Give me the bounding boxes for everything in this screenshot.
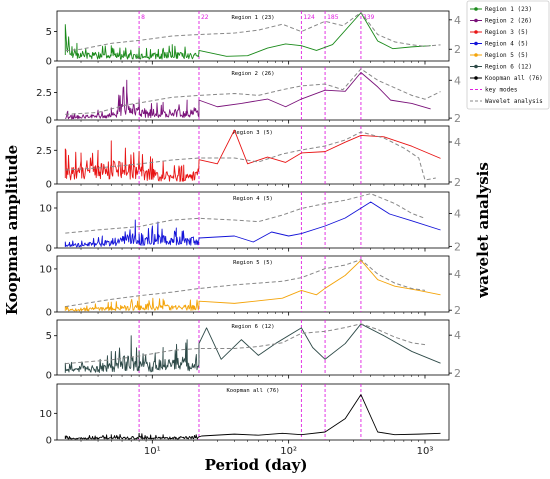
- y-tick-label: 2.5: [36, 146, 52, 157]
- panel-title: Region 3 (5): [233, 130, 273, 136]
- legend-label: Region 3 (5): [485, 29, 528, 36]
- y2-tick-label: 2: [454, 112, 461, 125]
- y-tick-label: 0: [46, 436, 52, 447]
- legend-label: Region 4 (5): [485, 41, 528, 48]
- y-tick-label: 0: [46, 180, 52, 191]
- wavelet-line: [65, 323, 426, 365]
- legend-box: [466, 0, 550, 110]
- y-tick-label: 10: [39, 204, 52, 215]
- legend-marker: [474, 64, 478, 69]
- panel-frame: [56, 10, 450, 62]
- y2-tick-label: 2: [454, 304, 461, 317]
- legend-marker: [474, 41, 478, 46]
- wavelet-line: [65, 68, 441, 115]
- x-tick-label: 10³: [417, 446, 434, 457]
- key-mode-label: 22: [201, 14, 209, 21]
- y2-tick-label: 4: [454, 14, 461, 27]
- y-tick-label: 5: [46, 27, 52, 38]
- panel-frame: [56, 319, 450, 376]
- y2-tick-label: 4: [454, 74, 461, 87]
- y-axis-left-label: Koopman amplitude: [3, 145, 21, 315]
- legend-label: Region 2 (26): [485, 18, 532, 25]
- y-tick-label: 0: [46, 116, 52, 127]
- series-line: [64, 129, 441, 183]
- y2-tick-label: 4: [454, 268, 461, 281]
- legend-label: Koopman all (76): [485, 75, 543, 82]
- panel-7: Koopman all (76) 0 10 10¹ 10² 10³: [39, 383, 450, 457]
- series-line: [64, 12, 431, 60]
- series-line: [64, 201, 441, 248]
- y-tick-label: 2.5: [36, 88, 52, 99]
- wavelet-line: [65, 131, 436, 181]
- wavelet-line: [65, 11, 441, 52]
- y2-tick-label: 2: [454, 176, 461, 189]
- legend-label: key modes: [485, 87, 518, 94]
- y2-tick-label: 4: [454, 329, 461, 342]
- y-tick-label: 0: [46, 57, 52, 68]
- legend-marker: [474, 30, 478, 34]
- panel-frame: [56, 66, 450, 121]
- wavelet-line: [65, 259, 426, 308]
- legend-marker: [474, 76, 478, 80]
- panel-frame: [56, 255, 450, 313]
- y2-tick-label: 4: [454, 207, 461, 220]
- panel-title: Region 6 (12): [231, 324, 274, 330]
- legend-label: Wavelet analysis: [485, 98, 543, 105]
- x-tick-label: 10²: [280, 446, 297, 457]
- panel-title: Region 1 (23): [231, 15, 274, 21]
- y-tick-label: 5: [46, 331, 52, 342]
- legend: Region 1 (23) Region 2 (26) Region 3 (5) Re…: [466, 0, 550, 110]
- y-tick-label: 0: [46, 371, 52, 382]
- y-tick-label: 0: [46, 244, 52, 255]
- panel-title: Region 2 (26): [231, 71, 274, 77]
- panel-title: Region 4 (5): [233, 196, 273, 202]
- panel-title: Region 5 (5): [233, 260, 273, 266]
- x-axis-label: Period (day): [205, 456, 308, 474]
- panel-4: Region 4 (5) 0 10 2 4: [39, 191, 461, 255]
- series-line: [64, 394, 441, 440]
- panel-frame: [56, 383, 450, 441]
- panel-frame: [56, 125, 450, 185]
- legend-marker: [474, 53, 478, 57]
- y2-tick-label: 2: [454, 43, 461, 56]
- y2-tick-label: 2: [454, 240, 461, 253]
- legend-label: Region 6 (12): [485, 64, 532, 71]
- y-axis-right-label: wavelet analysis: [474, 162, 492, 299]
- key-mode-label: 8: [141, 14, 145, 21]
- panel-frame: [56, 191, 450, 249]
- y-tick-label: 10: [39, 264, 52, 275]
- panel-title: Koopman all (76): [227, 388, 280, 394]
- legend-label: Region 5 (5): [485, 52, 528, 59]
- panel-2: Region 2 (26) 0 2.5 2 4: [36, 66, 461, 127]
- series-line: [65, 72, 431, 120]
- key-mode-label: 124: [303, 14, 315, 21]
- legend-marker: [474, 18, 478, 23]
- panel-3: Region 3 (5) 0 2.5 2 4: [36, 125, 461, 191]
- key-mode-label: 185: [327, 14, 339, 21]
- key-mode-label: 339: [363, 14, 375, 21]
- series-line: [64, 259, 441, 312]
- x-tick-label: 10¹: [144, 446, 161, 457]
- panel-1: Region 1 (23) 0 5 2 4 8 22 124 185 339: [46, 10, 461, 68]
- y-tick-label: 0: [46, 308, 52, 319]
- series-line: [64, 323, 441, 373]
- y-tick-label: 10: [39, 409, 52, 420]
- legend-marker: [474, 7, 478, 11]
- y2-tick-label: 4: [454, 136, 461, 149]
- panel-5: Region 5 (5) 0 10 2 4: [39, 255, 461, 319]
- y2-tick-label: 2: [454, 367, 461, 380]
- wavelet-line: [65, 193, 426, 234]
- panel-6: Region 6 (12) 0 5 2 4: [46, 319, 461, 382]
- legend-label: Region 1 (23): [485, 6, 532, 13]
